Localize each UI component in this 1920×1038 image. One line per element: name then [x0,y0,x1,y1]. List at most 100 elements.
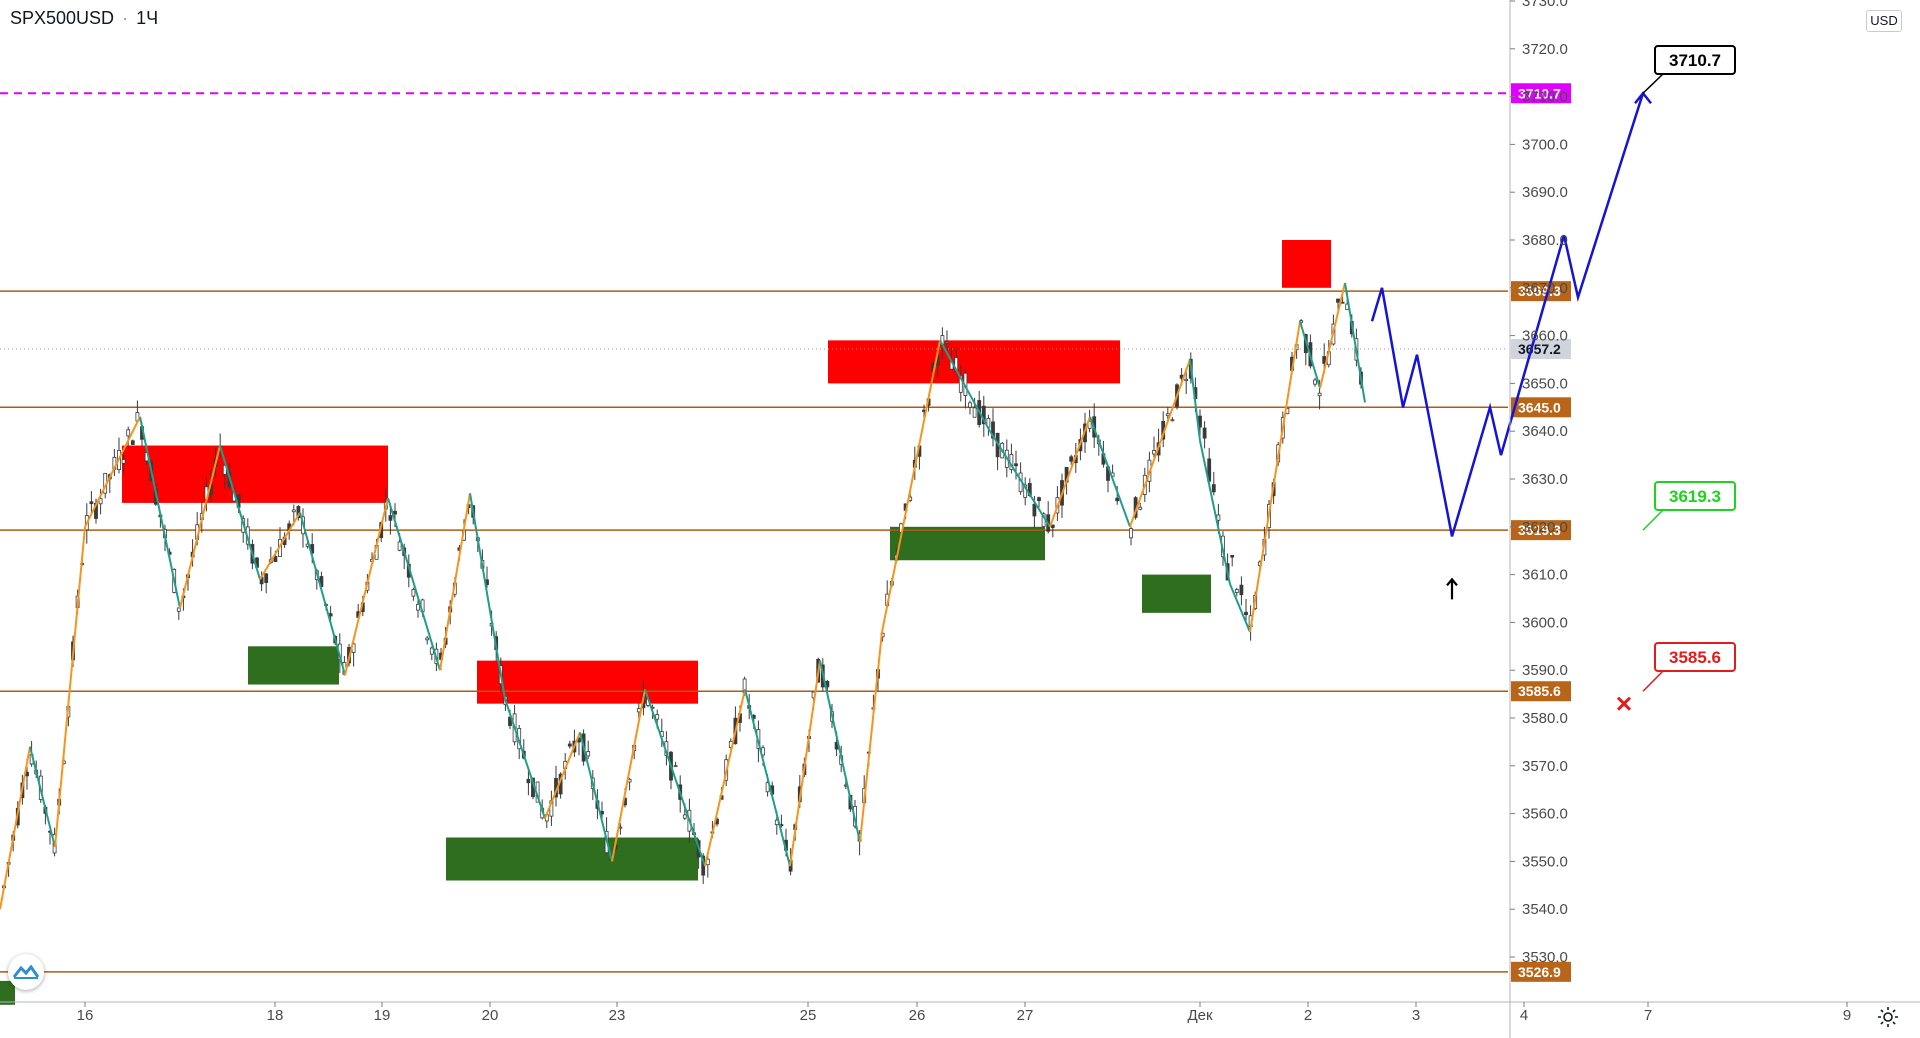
candle-body [1234,589,1239,593]
zigzag-up-leg [881,340,941,633]
zigzag-up-leg [259,511,301,580]
candle-body [1152,450,1156,455]
candle-body [296,506,301,519]
time-tick-label: 19 [374,1007,391,1024]
demand-zone [0,980,15,1005]
demand-zone [446,837,698,881]
time-tick-label: Дек [1187,1007,1213,1024]
zigzag-down-leg [299,512,346,676]
candle-body [1165,413,1170,417]
candle-body [130,440,135,445]
supply-zone [1282,240,1331,288]
demand-zone [1142,574,1211,613]
zigzag-down-leg [744,689,791,867]
candle-body [1050,524,1055,528]
zigzag-up-leg [84,416,141,528]
zigzag-up-leg [1129,359,1191,528]
currency-badge[interactable]: USD [1866,10,1902,32]
zigzag-down-leg [819,660,861,843]
zigzag-down-leg [1199,440,1231,585]
supply-zone [828,340,1120,384]
interval-label[interactable]: 1Ч [136,8,159,28]
price-tick-label: 3560.0 [1522,806,1568,823]
price-tick-label: 3710.0 [1522,89,1568,106]
stop-x-icon [1616,696,1632,711]
projection-path [1370,92,1645,537]
zigzag-down-leg [219,445,261,580]
time-tick-label: 26 [909,1007,926,1024]
zigzag-down-leg [387,497,441,671]
candle-body [655,714,660,720]
candle-body [1184,378,1189,382]
candle-body [425,637,430,641]
candle-body [1032,503,1037,517]
supply-zone [122,445,388,503]
zigzag-up-leg [439,493,471,671]
candle-body [1014,463,1018,467]
candle-body [958,375,963,393]
level-price-label: 3526.9 [1518,964,1561,980]
zigzag-up-leg [859,631,883,843]
price-tick-label: 3670.0 [1522,280,1568,297]
time-tick-label: 23 [609,1007,626,1024]
candle-body [1239,584,1244,596]
callout-box [1654,481,1736,511]
gear-icon[interactable] [1877,1006,1899,1028]
candle-body [397,541,402,551]
time-tick-label: 7 [1644,1007,1652,1024]
callout-pointer [1642,668,1666,692]
zones-layer [0,240,1331,1005]
level-price-badge [1511,520,1571,541]
zigzag-up-leg [179,445,221,609]
time-tick-label: 16 [77,1007,94,1024]
candle-body [968,402,972,408]
level-price-badge [1511,397,1571,418]
level-price-badge [1511,83,1571,104]
price-tick-label: 3610.0 [1522,567,1568,584]
candle-body [1202,427,1207,439]
candle-body [1244,611,1248,615]
level-price-badge [1511,681,1571,702]
symbol-header[interactable]: SPX500USD · 1Ч [10,8,158,29]
candle-body [126,429,131,437]
callout-pointer [1642,507,1666,531]
price-tick-label: 3730.0 [1522,0,1568,10]
supply-zone [477,660,698,704]
callouts-layer: 3710.7 3619.3 3585.6 [1642,45,1736,692]
levels-layer: 3669.33645.03619.33585.63526.93710.73657… [0,83,1571,982]
time-tick-label: 4 [1520,1007,1528,1024]
candle-body [972,407,977,418]
zigzag-down-leg [469,493,506,700]
price-tick-label: 3600.0 [1522,614,1568,631]
candle-body [393,510,397,515]
price-tick-label: 3590.0 [1522,662,1568,679]
candle-body [121,459,126,464]
candle-body [991,421,995,439]
symbol-name[interactable]: SPX500USD [10,8,115,28]
zigzag-up-leg [344,497,389,676]
time-tick-label: 25 [800,1007,817,1024]
logo-icon [12,964,40,979]
zigzag-down-leg [644,688,706,867]
zigzag-layer [0,282,1366,910]
zigzag-down-leg [1229,583,1251,633]
time-tick-label: 2 [1304,1007,1312,1024]
price-tick-label: 3680.0 [1522,232,1568,249]
price-tick-label: 3530.0 [1522,949,1568,966]
zigzag-down-leg [579,732,613,862]
price-tick-label: 3720.0 [1522,41,1568,58]
candle-body [1069,456,1074,462]
price-tick-label: 3640.0 [1522,423,1568,440]
demand-zone [890,526,1045,561]
candle-body [264,573,269,583]
level-price-label: 3585.6 [1518,683,1561,699]
zigzag-up-leg [789,660,821,867]
zigzag-up-leg [0,746,31,910]
candle-body [567,743,572,747]
candle-body [1317,392,1322,397]
candle-body [411,589,416,597]
tradingview-logo[interactable] [8,954,44,990]
price-tick-label: 3580.0 [1522,710,1568,727]
